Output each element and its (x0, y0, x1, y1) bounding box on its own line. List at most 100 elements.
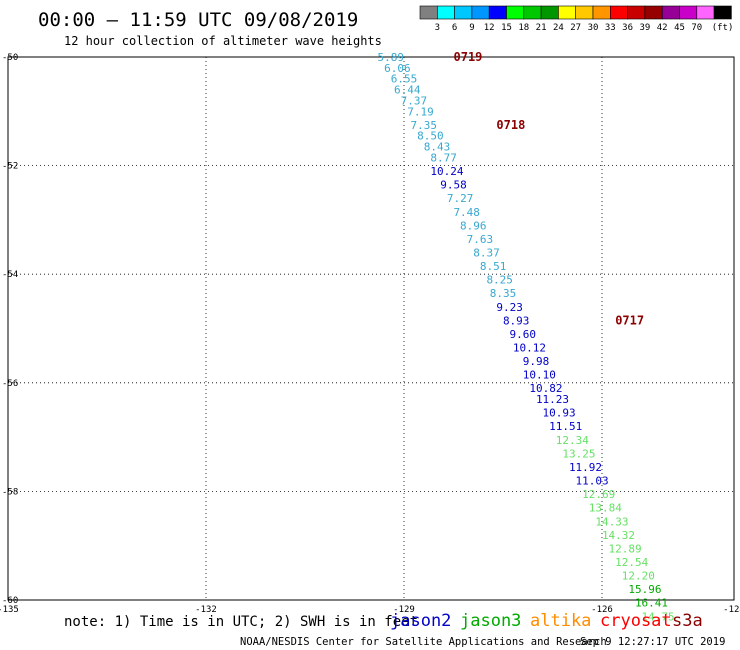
colorbar-tick-label: 12 (484, 23, 495, 33)
footer-credit: NOAA/NESDIS Center for Satellite Applica… (240, 636, 607, 648)
y-tick-label: -54 (2, 270, 18, 280)
colorbar-tick-label: 39 (639, 23, 650, 33)
swh-value-label: 13.25 (562, 447, 595, 460)
swh-value-label: 10.82 (529, 382, 562, 395)
swh-value-label: 9.98 (523, 355, 550, 368)
colorbar-swatch (592, 5, 611, 20)
swh-value-label: 10.24 (430, 165, 463, 178)
colorbar-swatch (627, 5, 646, 20)
swh-value-label: 15.96 (628, 583, 661, 596)
swh-value-label: 7.35 (411, 119, 438, 132)
colorbar-swatch (471, 5, 490, 20)
plot-area: -135-132-129-126-123-124-50-52-54-56-58-… (0, 50, 740, 623)
colorbar-tick-label: 30 (588, 23, 599, 33)
colorbar-swatch (679, 5, 698, 20)
swh-value-label: 7.48 (453, 206, 480, 219)
swh-value-label: 10.10 (523, 369, 556, 382)
footer-timestamp: Sep 9 12:27:17 UTC 2019 (580, 636, 725, 648)
swh-value-label: 8.37 (473, 246, 500, 259)
swh-value-label: 11.92 (569, 461, 602, 474)
swh-value-label: 9.60 (510, 328, 537, 341)
y-tick-label: -52 (2, 162, 18, 172)
time-label: 0718 (496, 118, 525, 132)
swh-value-label: 8.93 (503, 314, 530, 327)
swh-value-label: 11.23 (536, 393, 569, 406)
chart-subtitle: 12 hour collection of altimeter wave hei… (64, 34, 382, 48)
swh-value-label: 7.19 (407, 105, 434, 118)
colorbar-swatch (609, 5, 628, 20)
swh-value-label: 12.69 (582, 488, 615, 501)
swh-value-label: 5.89 (378, 51, 405, 64)
swh-value-label: 10.12 (513, 342, 546, 355)
swh-value-label: 7.37 (401, 94, 428, 107)
swh-value-label: 8.25 (486, 274, 513, 287)
x-tick-label: -126 (591, 605, 613, 615)
colorbar-swatch (558, 5, 577, 20)
legend-item-altika: altika (530, 611, 591, 631)
colorbar-swatch (454, 5, 473, 20)
swh-value-label: 12.89 (609, 542, 642, 555)
swh-value-label: 7.27 (447, 192, 474, 205)
swh-value-label: 14.33 (595, 515, 628, 528)
time-label: 0719 (454, 50, 483, 64)
swh-value-label: 9.58 (440, 179, 467, 192)
time-label: 0717 (615, 313, 644, 327)
colorbar-swatch (488, 5, 507, 20)
colorbar-tick-label: 3 (435, 23, 440, 33)
colorbar-tick-label: 33 (605, 23, 616, 33)
swh-value-label: 10.93 (543, 407, 576, 420)
colorbar-swatch (696, 5, 715, 20)
colorbar-tick-label: 45 (674, 23, 685, 33)
colorbar-tick-label: 27 (570, 23, 581, 33)
colorbar-swatch (506, 5, 525, 20)
y-tick-label: -50 (2, 53, 18, 63)
swh-value-label: 7.63 (467, 233, 494, 246)
swh-value-label: 8.77 (430, 151, 457, 164)
colorbar-tick-label: 70 (691, 23, 702, 33)
swh-value-label: 12.54 (615, 556, 648, 569)
legend-item-jason3: jason3 (460, 611, 521, 631)
x-tick-label: -135 (0, 605, 19, 615)
swh-value-label: 6.06 (384, 62, 411, 75)
x-tick-label: -124 (723, 605, 740, 615)
colorbar-tick-label: 18 (518, 23, 529, 33)
swh-value-label: 11.03 (576, 475, 609, 488)
colorbar-tick-label: 21 (536, 23, 547, 33)
swh-value-label: 12.20 (622, 570, 655, 583)
swh-value-label: 8.43 (424, 141, 451, 154)
swh-value-label: 9.23 (496, 301, 523, 314)
legend-item-cryosat: cryosat (600, 611, 672, 631)
colorbar-tick-label: 42 (657, 23, 668, 33)
colorbar-tick-label: 15 (501, 23, 512, 33)
swh-value-label: 8.50 (417, 130, 444, 143)
colorbar-swatch (644, 5, 663, 20)
swh-value-label: 12.34 (556, 434, 589, 447)
swh-value-label: 13.84 (589, 502, 622, 515)
y-tick-label: -58 (2, 487, 18, 497)
colorbar-swatch (540, 5, 559, 20)
y-tick-label: -56 (2, 379, 18, 389)
colorbar-swatch (436, 5, 455, 20)
legend-item-s3a: s3a (672, 611, 703, 631)
colorbar-tick-label: 36 (622, 23, 633, 33)
colorbar-tick-label: 6 (452, 23, 457, 33)
legend-item-jason2: jason2 (390, 611, 451, 631)
colorbar: 3 6 9 12 15 18 21 24 27 30 33 36 39 42 45 70 (ft) (419, 5, 733, 33)
x-tick-label: -132 (195, 605, 217, 615)
swh-value-label: 14.75 (642, 610, 675, 623)
colorbar-tick-label: 24 (553, 23, 564, 33)
swh-value-label: 8.51 (480, 260, 507, 273)
swh-value-label: 11.51 (549, 420, 582, 433)
colorbar-swatch (575, 5, 594, 20)
swh-value-label: 6.55 (391, 73, 418, 86)
swh-value-label: 16.41 (635, 597, 668, 610)
satellite-legend: jason2 jason3 altika cryosat s3a (390, 611, 703, 631)
colorbar-swatch (713, 5, 732, 20)
colorbar-swatch (419, 5, 438, 20)
footer-note: note: 1) Time is in UTC; 2) SWH is in fe… (64, 614, 418, 630)
colorbar-swatch (661, 5, 680, 20)
x-tick-label: -129 (393, 605, 415, 615)
plot-frame (7, 56, 735, 601)
